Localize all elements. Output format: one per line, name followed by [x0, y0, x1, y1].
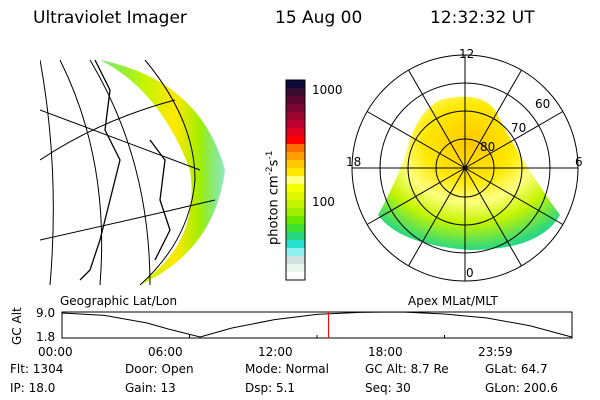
mlt-meridian	[366, 167, 466, 225]
mlt-meridian	[464, 167, 564, 225]
mlt-meridian	[464, 69, 522, 169]
polar-plot	[351, 54, 579, 282]
colorbar-tick-1000: 1000	[312, 83, 343, 97]
info-glon: GLon: 200.6	[485, 381, 558, 395]
altitude-plot	[61, 311, 573, 339]
colorbar-swatch	[286, 160, 305, 169]
colorbar-swatch	[286, 248, 305, 257]
coastline	[79, 59, 121, 281]
colorbar-swatch	[286, 144, 305, 153]
colorbar-swatch	[286, 96, 305, 105]
colorbar-swatch	[286, 200, 305, 209]
info-flt: Flt: 1304	[10, 362, 64, 376]
xtick-1: 06:00	[148, 345, 183, 359]
mlt-label-0: 0	[466, 266, 474, 280]
colorbar-swatch	[286, 232, 305, 241]
colorbar-swatch	[286, 136, 305, 145]
right-panel-label: Apex MLat/MLT	[408, 294, 498, 308]
mlt-label-18: 18	[346, 155, 362, 169]
colorbar-swatch	[286, 192, 305, 201]
colorbar-swatch	[286, 88, 305, 97]
lat-label-60: 60	[535, 97, 551, 111]
colorbar	[285, 79, 306, 281]
plot-frame	[61, 311, 573, 339]
colorbar-swatch	[286, 152, 305, 161]
unit-text: photon cm	[266, 175, 282, 245]
info-ip: IP: 18.0	[10, 381, 56, 395]
info-door: Door: Open	[125, 362, 194, 376]
xtick-3: 18:00	[368, 345, 403, 359]
unit-exp2: -1	[265, 150, 275, 160]
xtick-2: 12:00	[258, 345, 293, 359]
mlt-meridian	[464, 111, 564, 169]
mlt-meridian	[464, 167, 522, 267]
colorbar-swatch	[286, 184, 305, 193]
info-mode: Mode: Normal	[245, 362, 329, 376]
left-panel-label: Geographic Lat/Lon	[60, 294, 178, 308]
colorbar-swatch	[286, 120, 305, 129]
lat-label-70: 70	[511, 121, 527, 135]
ytick-9: 9.0	[36, 306, 56, 320]
mlt-meridian	[408, 167, 466, 267]
ytick-1.8: 1.8	[36, 330, 56, 344]
info-dsp: Dsp: 5.1	[245, 381, 296, 395]
colorbar-swatch	[286, 240, 305, 249]
unit-exp1: -2	[265, 166, 275, 176]
info-gcalt: GC Alt: 8.7 Re	[365, 362, 449, 376]
auroral-oval-polar	[378, 96, 560, 251]
colorbar-swatch	[286, 208, 305, 217]
colorbar-swatch	[286, 272, 305, 281]
auroral-oval-geographic	[100, 60, 225, 285]
y-axis-label: GC Alt	[10, 307, 24, 345]
info-glat: GLat: 64.7	[485, 362, 548, 376]
date-label: 15 Aug 00	[275, 8, 363, 28]
colorbar-swatch	[286, 264, 305, 273]
unit-s: s	[266, 159, 282, 167]
colorbar-swatch	[286, 128, 305, 137]
geographic-map	[40, 59, 225, 285]
info-gain: Gain: 13	[125, 381, 176, 395]
colorbar-swatch	[286, 216, 305, 225]
info-seq: Seq: 30	[365, 381, 411, 395]
mlt-meridian	[366, 111, 466, 169]
lat-label-80: 80	[480, 140, 496, 154]
altitude-line	[61, 311, 572, 338]
xtick-4: 23:59	[478, 345, 513, 359]
colorbar-unit: photon cm-2s-1	[265, 151, 281, 245]
colorbar-swatch	[286, 112, 305, 121]
mlt-label-6: 6	[575, 155, 583, 169]
time-label: 12:32:32 UT	[430, 8, 535, 28]
colorbar-swatch	[286, 104, 305, 113]
colorbar-swatch	[286, 224, 305, 233]
colorbar-swatch	[286, 256, 305, 265]
colorbar-swatch	[286, 80, 305, 89]
colorbar-swatch	[286, 168, 305, 177]
colorbar-frame	[285, 79, 306, 281]
xtick-0: 00:00	[38, 345, 73, 359]
colorbar-swatch	[286, 176, 305, 185]
colorbar-tick-100: 100	[312, 195, 335, 209]
instrument-title: Ultraviolet Imager	[33, 8, 187, 28]
mlt-label-12: 12	[459, 47, 475, 61]
mlt-meridian	[408, 69, 466, 169]
